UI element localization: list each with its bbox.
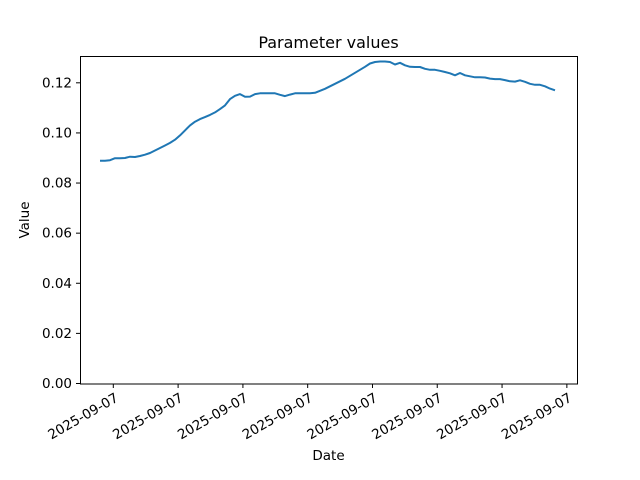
x-tick-label: 2025-09-07 (110, 390, 186, 443)
y-tick-label: 0.04 (42, 276, 72, 292)
chart-title: Parameter values (258, 33, 399, 52)
y-tick-label: 0.12 (42, 75, 72, 91)
y-tick-label: 0.10 (42, 125, 72, 141)
y-tick-label: 0.00 (42, 376, 72, 392)
x-tick-label: 2025-09-07 (434, 390, 510, 443)
x-tick-label: 2025-09-07 (45, 390, 121, 443)
y-tick-label: 0.06 (42, 226, 72, 242)
y-tick-label: 0.08 (42, 176, 72, 192)
x-tick-label: 2025-09-07 (499, 390, 575, 443)
x-tick-label: 2025-09-07 (175, 390, 251, 443)
x-tick-label: 2025-09-07 (305, 390, 381, 443)
y-tick-label: 0.02 (42, 326, 72, 342)
x-axis-label: Date (312, 448, 345, 464)
plot-border (80, 56, 578, 385)
parameter-values-line (100, 60, 556, 162)
x-tick-label: 2025-09-07 (369, 390, 445, 443)
x-tick-label: 2025-09-07 (240, 390, 316, 443)
